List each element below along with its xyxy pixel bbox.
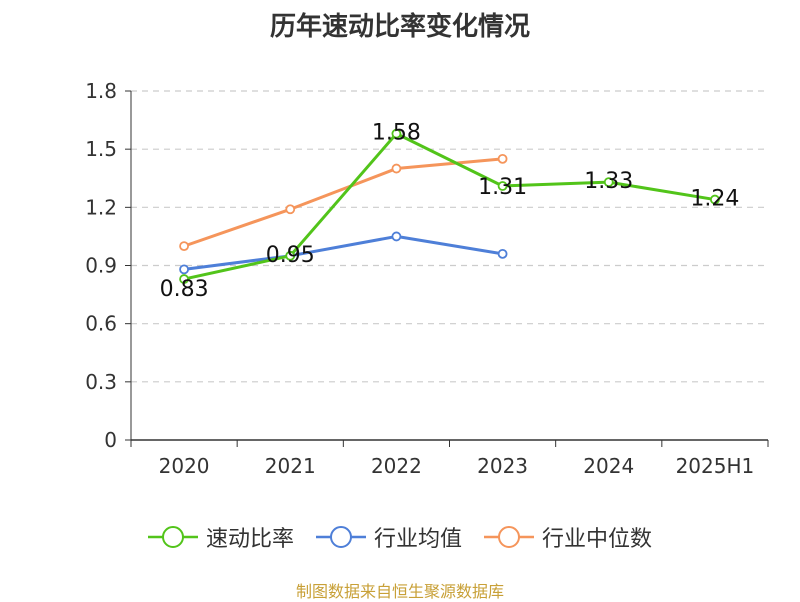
y-tick-label: 1.8: [85, 79, 117, 103]
x-tick-label: 2020: [159, 454, 210, 478]
legend-item: 行业中位数: [484, 521, 652, 553]
data-label: 0.95: [266, 243, 315, 268]
data-label: 1.58: [372, 121, 421, 146]
data-point: [603, 177, 614, 188]
data-point: [285, 204, 296, 215]
legend-item: 速动比率: [147, 521, 294, 553]
x-tick-label: 2022: [371, 454, 422, 478]
data-label: 1.31: [478, 175, 527, 200]
y-tick-label: 0.3: [85, 370, 117, 394]
data-point: [179, 274, 189, 284]
data-label: 0.83: [160, 277, 209, 302]
legend-marker-icon: [147, 526, 198, 548]
grid-lines: [131, 90, 768, 383]
data-point: [497, 181, 508, 191]
y-tick-label: 1.2: [85, 195, 117, 219]
data-label: 1.33: [584, 169, 633, 194]
data-labels: 0.83 0.95 1.58 1.31 1.33 1.24: [160, 121, 740, 302]
axes: 0 0.3 0.6 0.9 1.2 1.5 1.8 2020 2021 2022 2023 2024 2…: [85, 79, 769, 478]
series-line: [183, 234, 503, 271]
y-tick-label: 0: [104, 428, 117, 452]
legend-marker-icon: [315, 526, 366, 548]
data-point: [497, 248, 508, 259]
series-line: [183, 157, 503, 248]
line-chart: 0 0.3 0.6 0.9 1.2 1.5 1.8 2020 2021 2022 2023 2024 2…: [85, 79, 769, 478]
y-tick-label: 0.9: [85, 254, 117, 278]
data-point: [391, 163, 402, 174]
legend-item: 行业均值: [315, 521, 462, 553]
y-tick-label: 0.6: [85, 312, 117, 336]
legend-label: 行业中位数: [542, 527, 653, 552]
legend: 速动比率 行业均值 行业中位数: [0, 520, 800, 554]
series-line: [183, 132, 716, 281]
data-point: [285, 250, 296, 261]
data-point: [391, 128, 402, 139]
legend-label: 行业均值: [373, 527, 462, 552]
y-tick-label: 1.5: [85, 137, 117, 161]
series-lines: [179, 128, 720, 284]
data-point: [179, 241, 189, 252]
x-tick-label: 2023: [477, 454, 528, 478]
data-point: [179, 264, 189, 275]
data-point: [497, 153, 508, 164]
data-point: [710, 194, 720, 205]
legend-marker-icon: [484, 526, 534, 548]
chart-title: 历年速动比率变化情况: [269, 12, 530, 42]
x-tick-label: 2021: [265, 454, 316, 478]
legend-label: 速动比率: [205, 527, 294, 552]
x-tick-label: 2024: [583, 454, 634, 478]
data-label: 1.24: [690, 187, 739, 212]
data-point: [391, 231, 402, 242]
source-note: 制图数据来自恒生聚源数据库: [295, 582, 504, 601]
x-tick-label: 2025H1: [676, 454, 755, 478]
